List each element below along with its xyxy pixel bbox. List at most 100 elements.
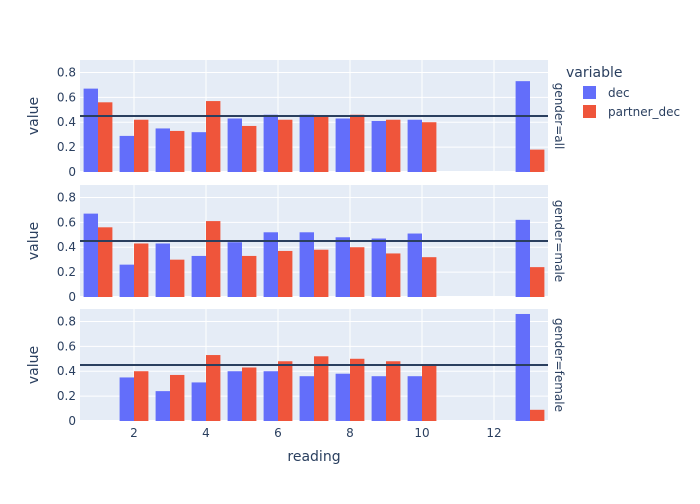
facet-label: gender=all <box>552 83 566 150</box>
bar-partner-dec-8[interactable] <box>350 247 365 297</box>
bar-partner-dec-2[interactable] <box>134 243 149 297</box>
bar-partner-dec-3[interactable] <box>170 374 185 421</box>
bar-dec-4[interactable] <box>191 255 206 297</box>
bar-partner-dec-5[interactable] <box>242 367 257 421</box>
bar-partner-dec-6[interactable] <box>278 119 293 172</box>
legend-swatch-partner-dec <box>583 105 596 118</box>
bar-partner-dec-10[interactable] <box>422 122 437 172</box>
bar-partner-dec-9[interactable] <box>386 361 401 421</box>
bar-dec-4[interactable] <box>191 382 206 421</box>
bar-partner-dec-4[interactable] <box>206 221 221 297</box>
x-tick-label: 8 <box>346 426 354 440</box>
bar-partner-dec-9[interactable] <box>386 253 401 297</box>
y-axis-title: value <box>26 97 42 135</box>
bar-partner-dec-2[interactable] <box>134 371 149 421</box>
y-tick-label: 0.6 <box>57 215 76 229</box>
bar-dec-8[interactable] <box>335 237 350 297</box>
y-tick-label: 0.8 <box>57 65 76 79</box>
bar-partner-dec-6[interactable] <box>278 361 293 421</box>
y-tick-label: 0 <box>68 414 76 428</box>
x-tick-label: 4 <box>202 426 210 440</box>
bar-partner-dec-13[interactable] <box>530 149 545 172</box>
panels-layer: 0 0.2 0.4 0.6 0.8 value gender=all 0 0.2 0.4 0.6 0.… <box>26 60 566 440</box>
bar-dec-2[interactable] <box>119 377 134 421</box>
bar-dec-5[interactable] <box>227 242 242 297</box>
bar-dec-6[interactable] <box>263 114 278 172</box>
y-tick-label: 0.6 <box>57 90 76 104</box>
bar-partner-dec-2[interactable] <box>134 119 149 172</box>
y-tick-label: 0.8 <box>57 190 76 204</box>
facet-label: gender=male <box>552 200 566 282</box>
y-axis-title: value <box>26 222 42 260</box>
bar-partner-dec-7[interactable] <box>314 116 329 172</box>
bar-dec-6[interactable] <box>263 371 278 421</box>
bar-partner-dec-9[interactable] <box>386 119 401 172</box>
legend: variable dec partner_dec <box>566 65 680 119</box>
bar-partner-dec-7[interactable] <box>314 249 329 297</box>
x-tick-label: 10 <box>414 426 429 440</box>
x-axis-title: reading <box>287 449 340 465</box>
bar-partner-dec-5[interactable] <box>242 255 257 297</box>
bar-dec-3[interactable] <box>155 243 170 297</box>
bar-dec-7[interactable] <box>299 232 314 297</box>
bar-dec-13[interactable] <box>515 219 530 297</box>
legend-item-dec[interactable]: dec <box>583 86 630 100</box>
bar-dec-1[interactable] <box>83 213 98 297</box>
bar-dec-13[interactable] <box>515 313 530 421</box>
bar-partner-dec-1[interactable] <box>98 227 113 297</box>
bar-dec-2[interactable] <box>119 135 134 172</box>
bar-partner-dec-4[interactable] <box>206 355 221 421</box>
bar-dec-6[interactable] <box>263 232 278 297</box>
legend-title: variable <box>566 65 622 81</box>
bar-dec-5[interactable] <box>227 118 242 172</box>
bar-partner-dec-13[interactable] <box>530 267 545 297</box>
bar-partner-dec-6[interactable] <box>278 250 293 297</box>
bar-dec-9[interactable] <box>371 238 386 297</box>
bar-dec-7[interactable] <box>299 376 314 421</box>
bar-partner-dec-10[interactable] <box>422 365 437 421</box>
bar-dec-3[interactable] <box>155 391 170 421</box>
bar-dec-13[interactable] <box>515 81 530 172</box>
panel-1: 0 0.2 0.4 0.6 0.8 value gender=all <box>26 60 566 179</box>
x-tick-label: 6 <box>274 426 282 440</box>
bar-dec-2[interactable] <box>119 264 134 297</box>
bar-partner-dec-5[interactable] <box>242 125 257 172</box>
bar-dec-1[interactable] <box>83 88 98 172</box>
legend-label-dec: dec <box>608 86 630 100</box>
bar-dec-4[interactable] <box>191 132 206 172</box>
bar-partner-dec-13[interactable] <box>530 409 545 421</box>
bar-dec-8[interactable] <box>335 373 350 421</box>
facet-label: gender=female <box>552 318 566 412</box>
bar-dec-10[interactable] <box>407 376 422 421</box>
bar-partner-dec-3[interactable] <box>170 259 185 297</box>
x-tick-label: 12 <box>486 426 501 440</box>
bar-partner-dec-3[interactable] <box>170 130 185 172</box>
y-tick-label: 0.8 <box>57 314 76 328</box>
panel-2: 0 0.2 0.4 0.6 0.8 value gender=male <box>26 185 566 304</box>
y-tick-label: 0.2 <box>57 265 76 279</box>
bar-dec-5[interactable] <box>227 371 242 421</box>
bar-dec-3[interactable] <box>155 128 170 172</box>
bar-partner-dec-1[interactable] <box>98 102 113 172</box>
bar-partner-dec-7[interactable] <box>314 356 329 421</box>
y-tick-label: 0.4 <box>57 240 76 254</box>
legend-item-partner-dec[interactable]: partner_dec <box>583 105 680 119</box>
bar-partner-dec-10[interactable] <box>422 257 437 297</box>
bar-partner-dec-4[interactable] <box>206 101 221 172</box>
bar-dec-9[interactable] <box>371 376 386 421</box>
panel-3: 0 0.2 0.4 0.6 0.8 value gender=female 2 4 6 8 10 12 <box>26 309 566 440</box>
bar-partner-dec-8[interactable] <box>350 114 365 172</box>
legend-label-partner-dec: partner_dec <box>608 105 680 119</box>
legend-swatch-dec <box>583 86 596 99</box>
bar-dec-7[interactable] <box>299 114 314 172</box>
y-tick-label: 0 <box>68 165 76 179</box>
bar-dec-10[interactable] <box>407 233 422 297</box>
y-tick-label: 0.2 <box>57 140 76 154</box>
bar-dec-8[interactable] <box>335 118 350 172</box>
bar-partner-dec-8[interactable] <box>350 358 365 421</box>
bar-dec-9[interactable] <box>371 120 386 172</box>
bar-dec-10[interactable] <box>407 119 422 172</box>
y-axis-title: value <box>26 346 42 384</box>
